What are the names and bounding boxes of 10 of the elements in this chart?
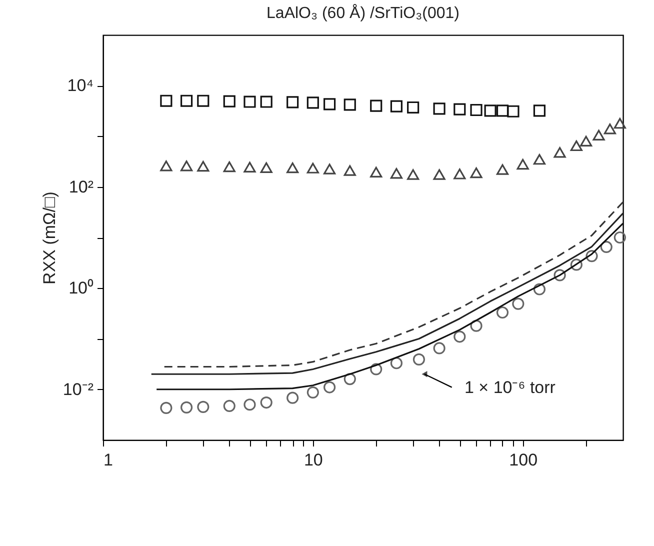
x-tick-label: 1 [104,450,113,470]
y-tick-label: 10⁻² [62,380,94,399]
x-tick-label: 100 [509,450,538,470]
y-tick-label: 10⁰ [68,278,94,298]
y-axis-title: RXX (mΩ/□) [40,192,59,284]
y-tick-label: 10⁴ [67,76,94,96]
annotation: 1 × 10⁻⁶ torr [464,378,556,398]
x-tick-label: 10 [304,450,323,470]
chart-title: LaAlO₃ (60 Å) /SrTiO₃(001) [266,4,460,22]
y-tick-label: 10² [68,177,94,196]
